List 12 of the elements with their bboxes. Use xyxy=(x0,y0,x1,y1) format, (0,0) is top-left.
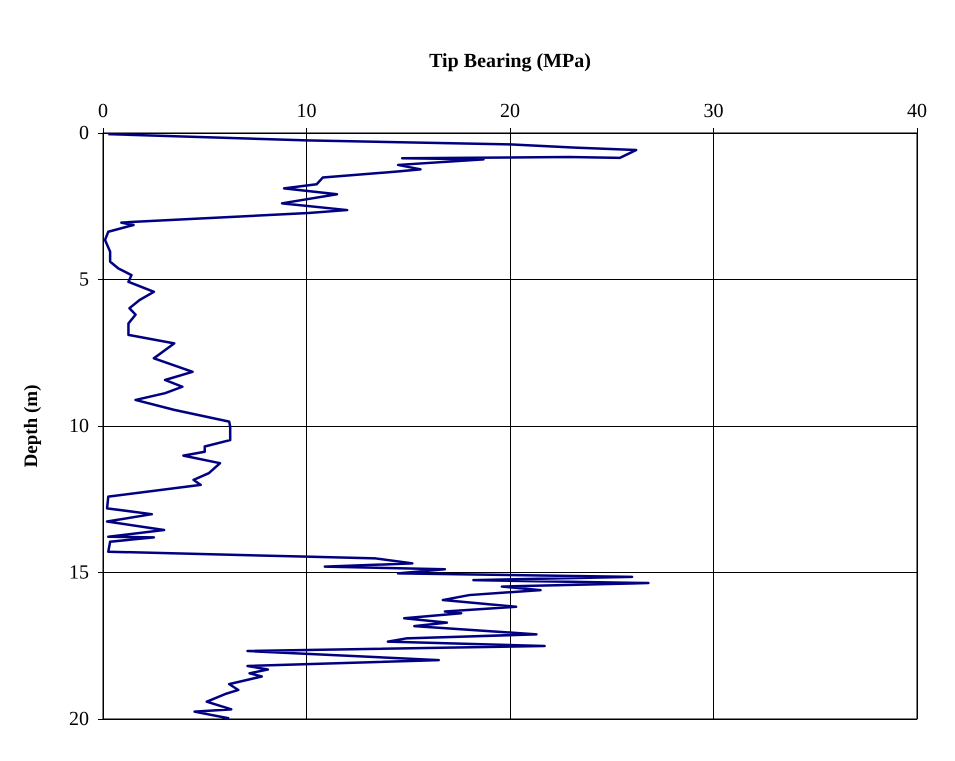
y-tick-label: 5 xyxy=(79,268,89,290)
y-axis-title: Depth (m) xyxy=(21,384,42,468)
y-tick-label: 0 xyxy=(79,122,89,144)
y-tick-label: 15 xyxy=(69,562,89,584)
y-tick-label: 20 xyxy=(69,708,89,730)
y-tick-label: 10 xyxy=(69,415,89,437)
x-tick-label: 20 xyxy=(500,100,520,122)
x-tick-label: 10 xyxy=(296,100,316,122)
x-tick-label: 0 xyxy=(98,100,108,122)
x-tick-label: 40 xyxy=(907,100,927,122)
x-axis-title: Tip Bearing (MPa) xyxy=(429,50,591,72)
x-tick-label: 30 xyxy=(704,100,724,122)
